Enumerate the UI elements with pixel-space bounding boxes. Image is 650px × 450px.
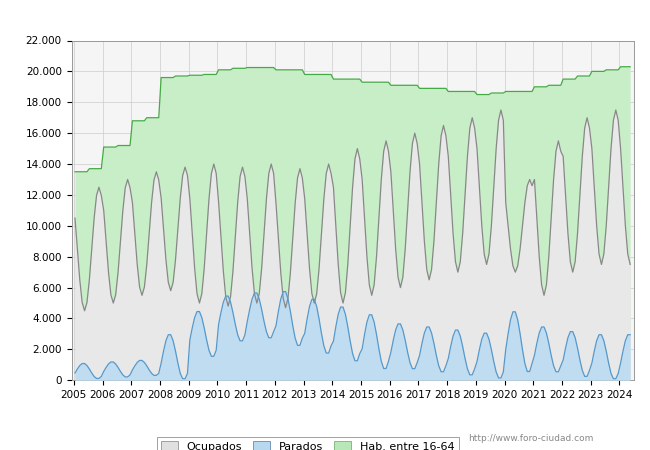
Legend: Ocupados, Parados, Hab. entre 16-64: Ocupados, Parados, Hab. entre 16-64	[157, 436, 459, 450]
Text: http://www.foro-ciudad.com: http://www.foro-ciudad.com	[468, 434, 593, 443]
Text: Salou - Evolucion de la poblacion en edad de Trabajar Mayo de 2024: Salou - Evolucion de la poblacion en eda…	[74, 12, 576, 27]
